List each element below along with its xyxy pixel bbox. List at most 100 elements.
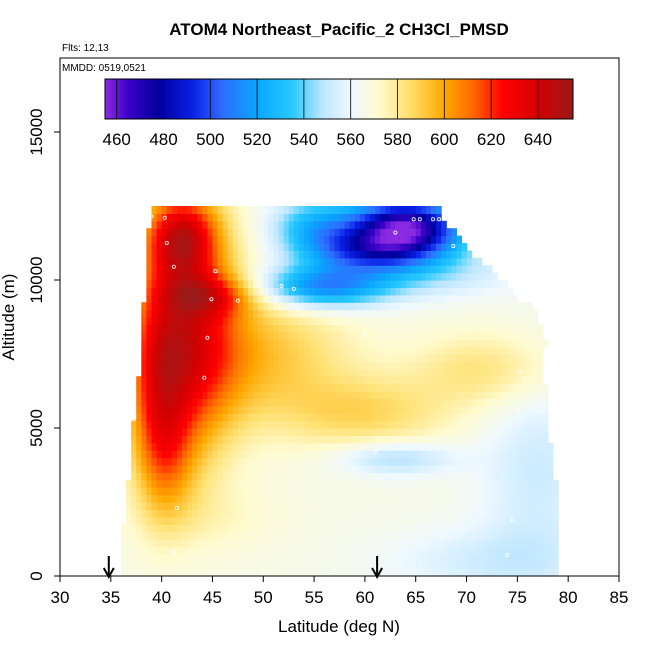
heatmap-cell	[258, 317, 264, 325]
colorbar-segment	[495, 79, 499, 119]
heatmap-cell	[207, 287, 214, 296]
heatmap-cell	[309, 487, 315, 496]
colorbar-tick-label: 580	[383, 130, 411, 149]
colorbar-segment	[381, 79, 384, 119]
heatmap-cell	[171, 235, 178, 244]
heatmap-cell	[202, 435, 208, 444]
heatmap-cell	[395, 331, 402, 340]
heatmap-cell	[222, 516, 229, 525]
heatmap-cell	[385, 265, 391, 274]
heatmap-cell	[461, 324, 468, 333]
heatmap-cell	[202, 383, 208, 392]
heatmap-cell	[512, 324, 518, 333]
heatmap-cell	[339, 524, 346, 533]
heatmap-cell	[263, 457, 269, 466]
heatmap-cell	[242, 361, 249, 370]
heatmap-cell	[248, 531, 254, 540]
heatmap-cell	[400, 531, 407, 540]
heatmap-cell	[420, 428, 427, 436]
heatmap-cell	[364, 294, 371, 303]
heatmap-cell	[349, 494, 356, 503]
heatmap-cell	[242, 465, 249, 473]
heatmap-cell	[476, 546, 483, 555]
heatmap-cell	[329, 250, 336, 259]
heatmap-cell	[136, 398, 142, 407]
heatmap-cell	[491, 368, 498, 377]
heatmap-cell	[237, 531, 244, 540]
heatmap-cell	[151, 361, 158, 370]
heatmap-cell	[237, 487, 244, 496]
heatmap-cell	[430, 213, 437, 222]
heatmap-cell	[471, 280, 478, 288]
heatmap-cell	[400, 405, 407, 414]
heatmap-cell	[217, 257, 224, 266]
heatmap-cell	[359, 524, 366, 533]
heatmap-cell	[217, 450, 224, 459]
heatmap-cell	[486, 383, 493, 392]
heatmap-cell	[522, 465, 529, 473]
heatmap-cell	[354, 428, 361, 436]
x-tick-label: 70	[457, 588, 476, 607]
heatmap-cell	[415, 331, 422, 340]
heatmap-cell	[425, 487, 432, 496]
heatmap-cell	[268, 354, 275, 362]
heatmap-cell	[461, 346, 468, 355]
heatmap-cell	[436, 509, 442, 518]
heatmap-cell	[380, 317, 386, 325]
heatmap-cell	[466, 383, 473, 392]
heatmap-cell	[537, 361, 544, 370]
heatmap-cell	[288, 531, 295, 540]
heatmap-cell	[141, 398, 147, 407]
heatmap-cell	[146, 294, 153, 303]
heatmap-cell	[293, 287, 300, 296]
heatmap-cell	[253, 324, 259, 333]
flight-arrows	[102, 556, 383, 580]
heatmap-cell	[522, 361, 529, 370]
colorbar-segment	[336, 79, 340, 119]
heatmap-cell	[146, 376, 153, 385]
heatmap-cell	[491, 450, 498, 459]
heatmap-cell	[217, 331, 224, 340]
heatmap-cell	[405, 376, 412, 385]
heatmap-cell	[242, 302, 249, 311]
heatmap-cell	[237, 428, 244, 436]
heatmap-cell	[232, 250, 239, 259]
heatmap-cell	[202, 309, 208, 318]
heatmap-cell	[171, 272, 178, 281]
heatmap-cell	[380, 257, 386, 266]
colorbar-segment	[264, 79, 267, 119]
heatmap-cell	[476, 324, 483, 333]
heatmap-cell	[532, 487, 539, 496]
x-tick-label: 50	[254, 588, 273, 607]
heatmap-cell	[288, 265, 295, 274]
heatmap-cell	[298, 561, 305, 570]
heatmap-cell	[400, 413, 407, 422]
heatmap-cell	[375, 531, 381, 540]
heatmap-cell	[456, 361, 463, 370]
heatmap-cell	[466, 420, 473, 429]
heatmap-cell	[237, 516, 244, 525]
heatmap-cell	[212, 324, 219, 333]
heatmap-cell	[486, 272, 493, 281]
heatmap-cell	[156, 553, 163, 562]
colorbar-segment	[149, 79, 153, 119]
sample-point	[213, 269, 218, 274]
heatmap-cell	[319, 465, 325, 473]
heatmap-cell	[415, 228, 422, 237]
heatmap-cell	[176, 472, 183, 481]
heatmap-cell	[380, 272, 386, 281]
heatmap-cell	[146, 516, 153, 525]
heatmap-cell	[425, 317, 432, 325]
heatmap-cell	[527, 405, 534, 414]
heatmap-cell	[171, 553, 178, 562]
heatmap-cell	[171, 257, 178, 266]
heatmap-cell	[507, 450, 513, 459]
heatmap-cell	[288, 339, 295, 348]
heatmap-cell	[542, 383, 549, 392]
heatmap-cell	[395, 294, 402, 303]
colorbar-segment	[161, 79, 164, 119]
heatmap-cell	[446, 354, 452, 362]
heatmap-cell	[212, 250, 219, 259]
heatmap-cell	[156, 561, 163, 570]
heatmap-cell	[420, 339, 427, 348]
